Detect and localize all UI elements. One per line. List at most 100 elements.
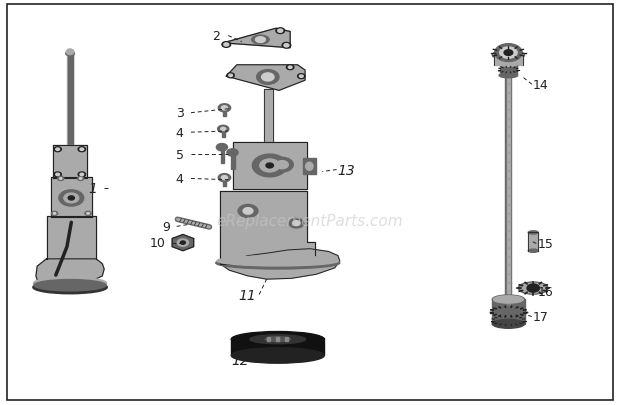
Circle shape [177, 239, 188, 247]
Text: 10: 10 [150, 237, 166, 249]
Ellipse shape [492, 51, 525, 61]
Ellipse shape [306, 163, 313, 171]
Circle shape [252, 155, 287, 177]
Ellipse shape [216, 257, 340, 269]
Text: 1: 1 [89, 181, 97, 195]
Circle shape [64, 194, 79, 203]
Circle shape [78, 177, 84, 181]
Circle shape [53, 213, 56, 215]
Circle shape [221, 128, 226, 131]
Circle shape [266, 164, 273, 168]
Circle shape [282, 43, 291, 49]
Bar [264, 90, 273, 179]
Bar [223, 178, 226, 186]
Ellipse shape [33, 277, 107, 290]
Circle shape [78, 147, 86, 152]
Circle shape [293, 221, 300, 226]
Circle shape [222, 43, 231, 48]
Circle shape [85, 212, 91, 216]
Bar [507, 75, 510, 305]
Circle shape [229, 75, 232, 77]
Circle shape [284, 45, 289, 48]
Ellipse shape [217, 256, 339, 266]
Circle shape [276, 29, 285, 34]
Circle shape [243, 208, 253, 215]
Circle shape [218, 104, 231, 113]
Text: 3: 3 [176, 107, 184, 120]
Ellipse shape [265, 337, 290, 342]
Circle shape [260, 160, 280, 173]
Circle shape [78, 173, 86, 177]
Ellipse shape [499, 74, 518, 79]
Circle shape [80, 174, 84, 176]
Ellipse shape [494, 296, 523, 303]
Circle shape [56, 174, 60, 176]
Circle shape [221, 176, 228, 180]
Ellipse shape [231, 348, 324, 363]
Polygon shape [36, 259, 104, 288]
Circle shape [68, 196, 74, 200]
Circle shape [216, 144, 228, 151]
Circle shape [286, 66, 294, 70]
Bar [492, 299, 525, 324]
Bar [68, 55, 73, 148]
Text: 11: 11 [238, 288, 255, 302]
Bar [500, 65, 517, 76]
Bar [303, 159, 316, 175]
Bar [231, 153, 235, 169]
Ellipse shape [492, 295, 525, 304]
Circle shape [51, 212, 58, 216]
Text: 9: 9 [162, 220, 170, 233]
Circle shape [299, 76, 303, 78]
Ellipse shape [66, 52, 74, 57]
Circle shape [495, 45, 522, 62]
Circle shape [262, 74, 274, 82]
Text: 13: 13 [337, 163, 355, 177]
Text: 16: 16 [538, 285, 554, 298]
Circle shape [271, 158, 293, 173]
Text: eReplacementParts.com: eReplacementParts.com [216, 213, 404, 228]
Circle shape [527, 284, 539, 292]
Bar [222, 130, 225, 138]
Ellipse shape [255, 38, 265, 43]
Circle shape [79, 178, 82, 180]
Bar [232, 143, 307, 190]
Text: 12: 12 [232, 354, 249, 367]
Bar [494, 55, 523, 66]
Circle shape [218, 126, 229, 133]
Circle shape [54, 173, 61, 177]
Bar [221, 148, 224, 164]
Polygon shape [220, 191, 315, 264]
Ellipse shape [252, 36, 269, 45]
Circle shape [221, 107, 228, 111]
Ellipse shape [33, 281, 107, 294]
Ellipse shape [34, 280, 106, 291]
Text: 17: 17 [533, 310, 549, 323]
Bar [46, 216, 96, 259]
Circle shape [60, 178, 62, 180]
Bar [51, 177, 92, 218]
Ellipse shape [231, 332, 324, 347]
Polygon shape [223, 29, 290, 49]
Circle shape [80, 149, 84, 151]
Bar [223, 109, 226, 117]
Ellipse shape [518, 282, 548, 294]
Circle shape [54, 147, 61, 152]
Ellipse shape [66, 50, 74, 55]
Circle shape [180, 241, 185, 245]
Text: 14: 14 [533, 79, 549, 92]
Text: 4: 4 [176, 126, 184, 139]
Circle shape [227, 74, 234, 79]
Circle shape [276, 161, 288, 169]
Circle shape [218, 174, 231, 182]
Bar [53, 146, 87, 179]
Circle shape [289, 219, 304, 228]
Circle shape [87, 213, 89, 215]
Polygon shape [226, 66, 305, 91]
Bar [231, 339, 324, 356]
Ellipse shape [494, 52, 523, 60]
Ellipse shape [528, 231, 538, 234]
Circle shape [238, 205, 258, 218]
Circle shape [257, 70, 279, 85]
Ellipse shape [250, 335, 306, 344]
